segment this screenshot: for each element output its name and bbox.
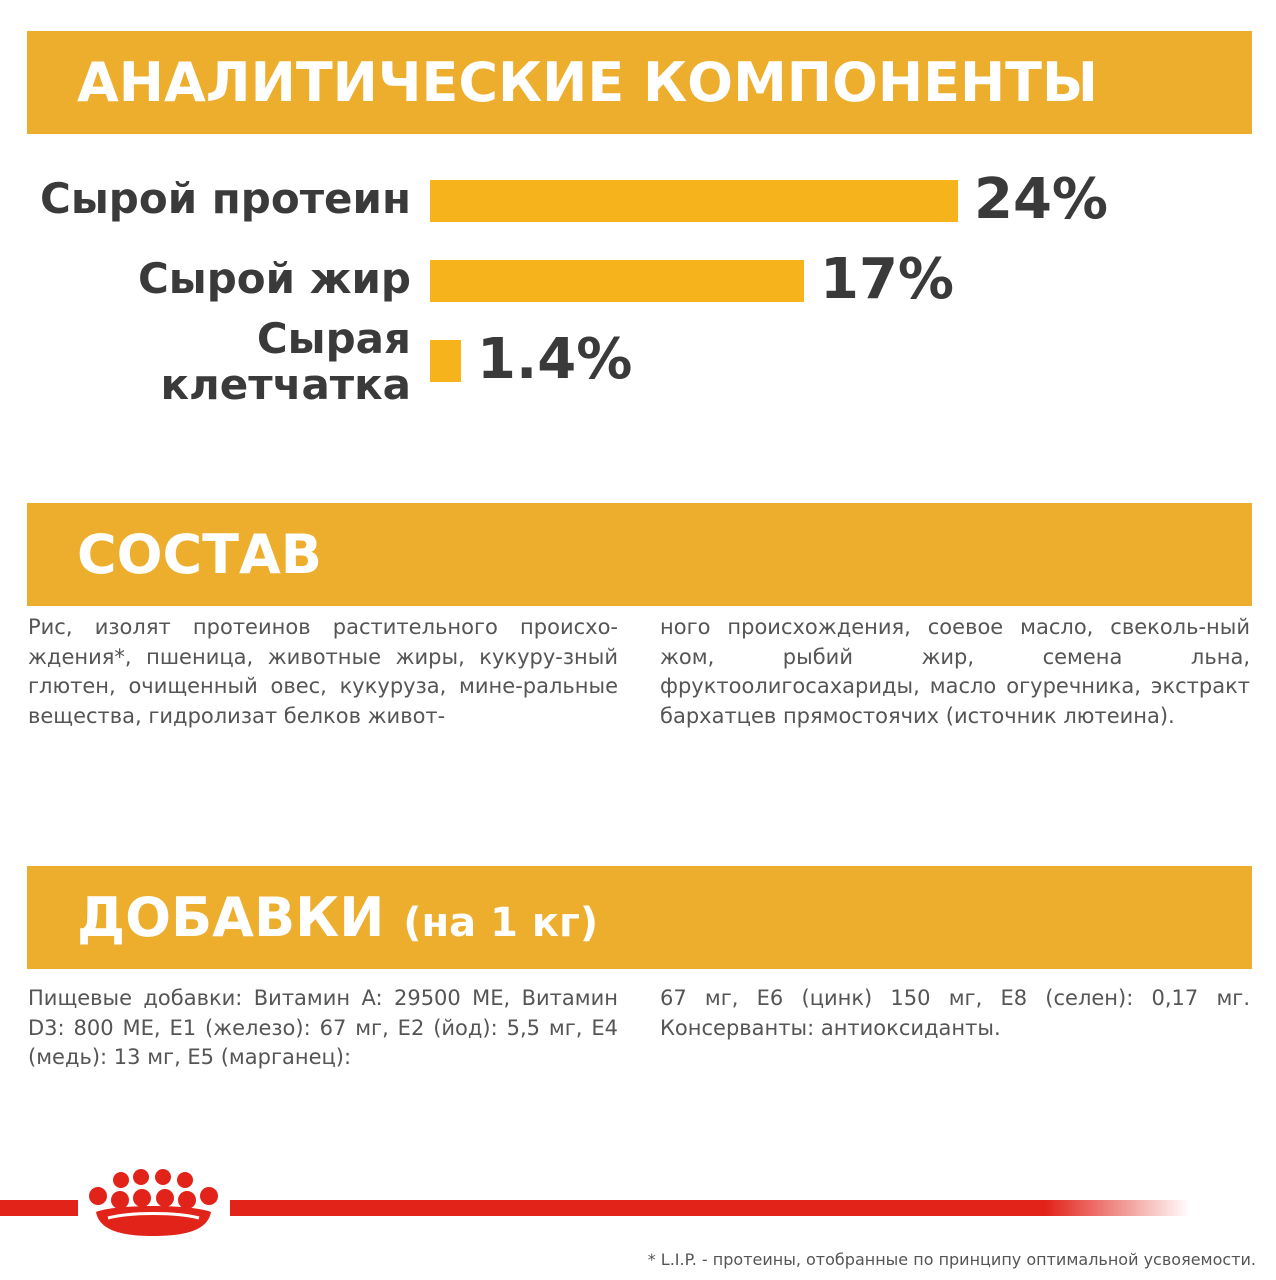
nutrient-label-fiber-line1: Сырая: [256, 314, 411, 363]
nutrient-label-fiber: Сырая клетчатка: [161, 316, 411, 408]
nutrient-label-fiber-line2: клетчатка: [160, 360, 411, 409]
additives-banner: ДОБАВКИ (на 1 кг): [27, 866, 1252, 969]
analytics-title: АНАЛИТИЧЕСКИЕ КОМПОНЕНТЫ: [77, 51, 1098, 114]
nutrient-bar-fiber: [430, 340, 461, 382]
footer-brand-line-left: [0, 1200, 78, 1216]
nutrient-value-fiber: 1.4%: [477, 327, 633, 392]
additives-text-left: Пищевые добавки: Витамин A: 29500 МЕ, Ви…: [28, 986, 618, 1069]
nutrient-label-fat: Сырой жир: [137, 254, 411, 303]
composition-banner: СОСТАВ: [27, 503, 1252, 606]
additives-text-right: 67 мг, E6 (цинк) 150 мг, E8 (селен): 0,1…: [660, 986, 1250, 1040]
footnote: * L.I.P. - протеины, отобранные по принц…: [647, 1250, 1256, 1269]
nutrient-value-fat: 17%: [820, 247, 955, 312]
nutrient-bar-protein: [430, 180, 958, 222]
royal-crown-icon: [89, 1169, 218, 1236]
additives-title: ДОБАВКИ: [77, 886, 385, 949]
nutrient-bar-fat: [430, 260, 804, 302]
footer-brand-line-right: [230, 1200, 1190, 1216]
nutrient-value-protein: 24%: [974, 167, 1109, 232]
composition-text-left: Рис, изолят протеинов растительного прои…: [28, 615, 618, 728]
additives-title-suffix: (на 1 кг): [403, 900, 599, 946]
nutrient-label-protein: Сырой протеин: [40, 174, 411, 223]
additives-title-wrap: ДОБАВКИ (на 1 кг): [77, 866, 598, 969]
composition-text-right: ного происхождения, соевое масло, свекол…: [660, 615, 1250, 728]
composition-title: СОСТАВ: [77, 523, 322, 586]
analytics-banner: АНАЛИТИЧЕСКИЕ КОМПОНЕНТЫ: [27, 31, 1252, 134]
